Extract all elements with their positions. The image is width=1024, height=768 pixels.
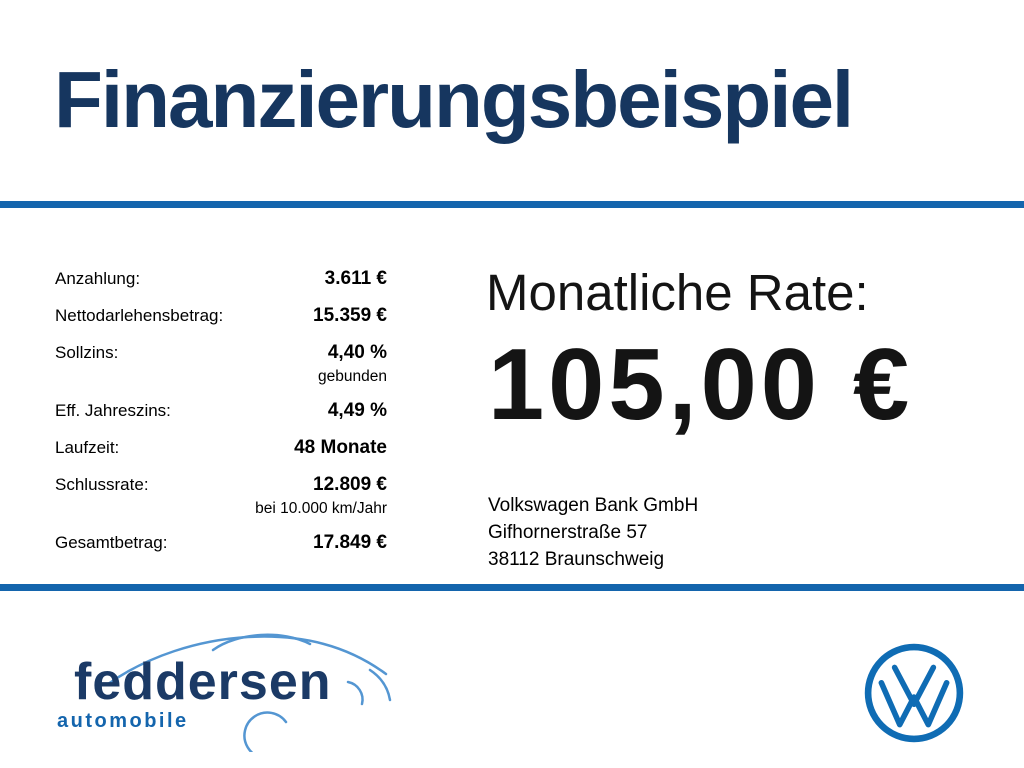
row-label: Nettodarlehensbetrag: [55,306,224,325]
top-divider [0,201,1024,208]
row-label: Anzahlung: [55,269,141,288]
row-label: Schlussrate: [55,475,149,494]
vw-logo-icon [863,642,965,744]
table-row: Schlussrate: 12.809 € [55,474,387,496]
bank-name: Volkswagen Bank GmbH [488,495,699,516]
row-value: 17.849 € [313,532,387,553]
finance-details-table: Anzahlung: 3.611 € Nettodarlehensbetrag:… [55,268,387,569]
row-value: 15.359 € [313,305,387,326]
row-value: 4,40 % [327,342,387,363]
row-value: 48 Monate [294,437,387,458]
row-label: Laufzeit: [55,438,120,457]
row-note: gebunden [318,368,387,385]
table-row: Laufzeit: 48 Monate [55,437,387,459]
row-label: Gesamtbetrag: [55,533,168,552]
table-row: Eff. Jahreszins: 4,49 % [55,400,387,422]
monthly-rate-value: 105,00 € [488,329,914,441]
bank-street: Gifhornerstraße 57 [488,522,648,543]
bank-city: 38112 Braunschweig [488,549,665,570]
car-sketch-icon [106,633,392,752]
row-value: 3.611 € [324,268,387,289]
page-title: Finanzierungsbeispiel [54,55,854,144]
row-label: Sollzins: [55,343,119,362]
row-label: Eff. Jahreszins: [55,401,171,420]
row-note: bei 10.000 km/Jahr [255,500,387,517]
dealer-logo: feddersen automobile [48,622,393,752]
bottom-divider [0,584,1024,591]
row-value: 4,49 % [327,400,387,421]
monthly-rate-label: Monatliche Rate: [486,264,869,321]
bank-address-block: Volkswagen Bank GmbH Gifhornerstraße 57 … [488,492,698,573]
dealer-tagline: automobile [57,710,189,732]
table-row: Anzahlung: 3.611 € [55,268,387,290]
table-row: Gesamtbetrag: 17.849 € [55,532,387,554]
table-row: Nettodarlehensbetrag: 15.359 € [55,305,387,327]
row-value: 12.809 € [313,474,387,495]
dealer-name: feddersen [74,653,332,711]
table-row: Sollzins: 4,40 % [55,342,387,364]
